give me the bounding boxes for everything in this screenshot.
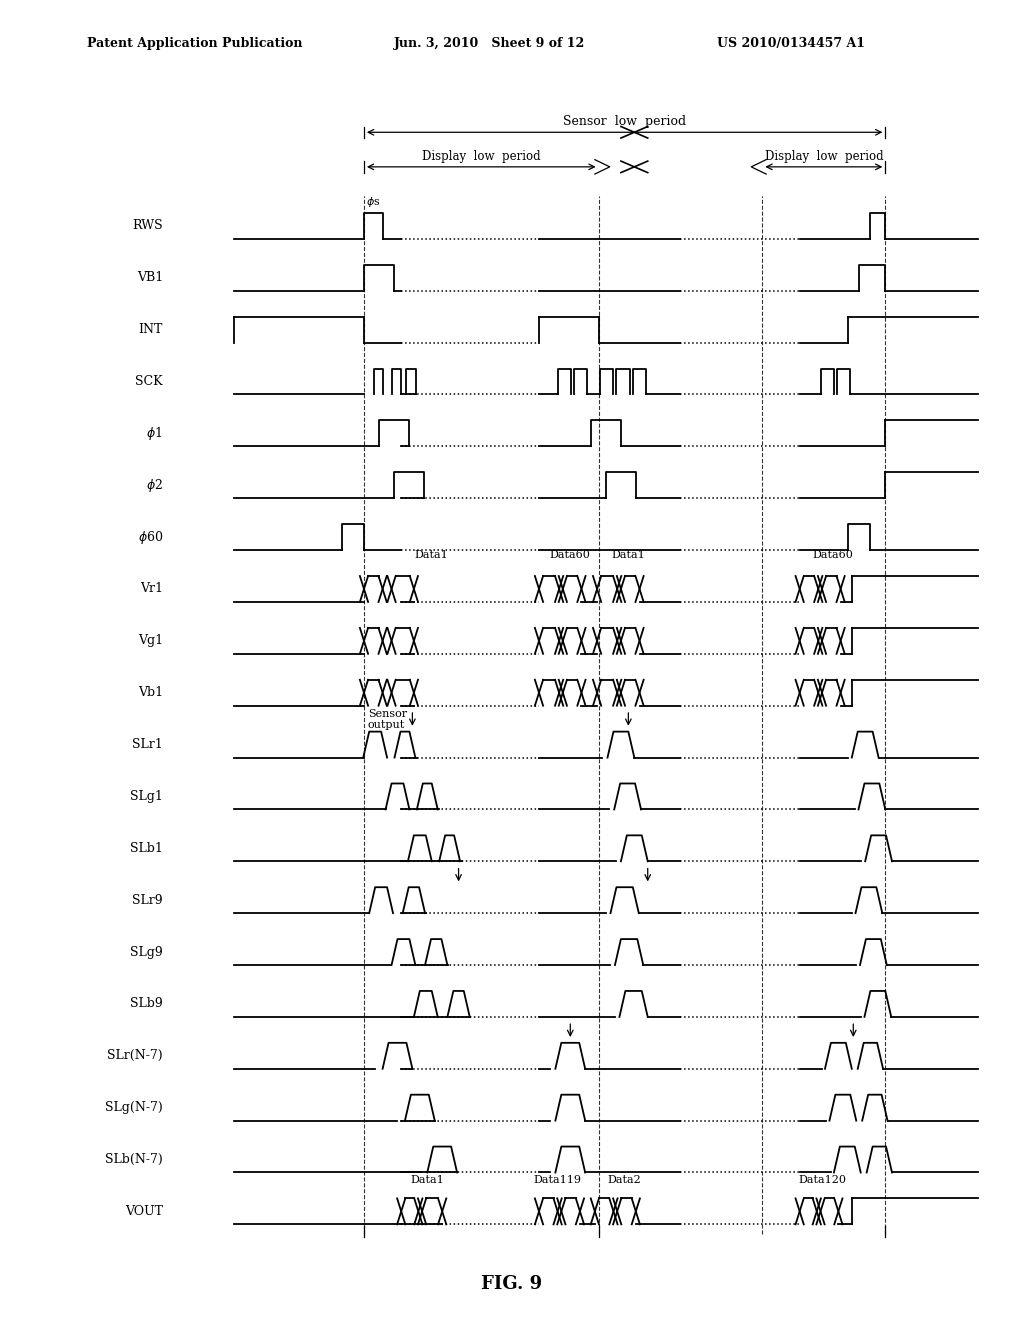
Text: Data1: Data1	[414, 550, 447, 560]
Text: FIG. 9: FIG. 9	[481, 1275, 543, 1294]
Text: SLr1: SLr1	[132, 738, 163, 751]
Text: Patent Application Publication: Patent Application Publication	[87, 37, 302, 50]
Text: $\phi$s: $\phi$s	[367, 195, 381, 210]
Text: $\phi$1: $\phi$1	[146, 425, 163, 442]
Text: VOUT: VOUT	[125, 1205, 163, 1218]
Text: output: output	[368, 721, 404, 730]
Text: Data2: Data2	[608, 1175, 641, 1185]
Text: Jun. 3, 2010   Sheet 9 of 12: Jun. 3, 2010 Sheet 9 of 12	[394, 37, 586, 50]
Text: SCK: SCK	[135, 375, 163, 388]
Text: Vr1: Vr1	[140, 582, 163, 595]
Text: $\phi$2: $\phi$2	[146, 477, 163, 494]
Text: RWS: RWS	[132, 219, 163, 232]
Text: Sensor  low  period: Sensor low period	[563, 115, 686, 128]
Text: Data119: Data119	[534, 1175, 582, 1185]
Text: SLg9: SLg9	[130, 945, 163, 958]
Text: Data60: Data60	[550, 550, 591, 560]
Text: SLb(N-7): SLb(N-7)	[105, 1152, 163, 1166]
Text: Data60: Data60	[813, 550, 854, 560]
Text: US 2010/0134457 A1: US 2010/0134457 A1	[717, 37, 865, 50]
Text: Vg1: Vg1	[138, 635, 163, 647]
Text: Display  low  period: Display low period	[765, 150, 883, 164]
Text: Data120: Data120	[798, 1175, 846, 1185]
Text: $\phi$60: $\phi$60	[137, 528, 163, 545]
Text: Data1: Data1	[611, 550, 645, 560]
Text: SLg(N-7): SLg(N-7)	[105, 1101, 163, 1114]
Text: Display  low  period: Display low period	[422, 150, 541, 164]
Text: Vb1: Vb1	[138, 686, 163, 700]
Text: SLb1: SLb1	[130, 842, 163, 855]
Text: Sensor: Sensor	[368, 709, 407, 718]
Text: SLb9: SLb9	[130, 998, 163, 1010]
Text: SLg1: SLg1	[130, 789, 163, 803]
Text: INT: INT	[138, 323, 163, 337]
Text: SLr(N-7): SLr(N-7)	[108, 1049, 163, 1063]
Text: SLr9: SLr9	[132, 894, 163, 907]
Text: VB1: VB1	[136, 272, 163, 284]
Text: Data1: Data1	[411, 1175, 444, 1185]
